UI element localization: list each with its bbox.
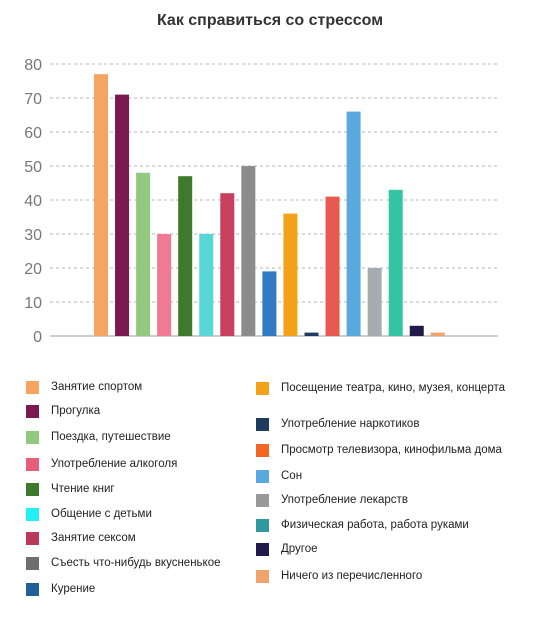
- bar: [94, 74, 108, 336]
- legend-label: Общение с детьми: [51, 508, 152, 520]
- legend-swatch: [256, 444, 269, 457]
- bar: [220, 193, 235, 336]
- legend-item: Поездка, путешествие: [26, 430, 258, 444]
- legend-label: Прогулка: [51, 405, 101, 417]
- legend-label: Употребление алкоголя: [51, 458, 178, 470]
- legend-label: Физическая работа, работа руками: [281, 519, 469, 531]
- legend-label: Посещение театра, кино, музея, концерта: [281, 382, 505, 394]
- legend-swatch: [26, 431, 39, 444]
- y-tick-label: 70: [24, 91, 42, 108]
- y-tick-label: 40: [24, 193, 42, 210]
- legend-item: Употребление алкоголя: [26, 457, 258, 471]
- legend-swatch: [256, 519, 269, 532]
- legend-label: Употребление лекарств: [281, 494, 408, 506]
- bar: [241, 166, 256, 336]
- legend-swatch: [256, 418, 269, 431]
- legend-swatch: [256, 570, 269, 583]
- legend-swatch: [26, 557, 39, 570]
- bar: [409, 325, 424, 336]
- bar: [346, 111, 361, 336]
- legend-label: Чтение книг: [51, 483, 115, 495]
- bar: [304, 332, 319, 336]
- y-tick-label: 80: [24, 57, 42, 74]
- legend-item: Посещение театра, кино, музея, концерта: [256, 381, 526, 395]
- bar: [367, 268, 382, 336]
- legend-item: Употребление лекарств: [256, 493, 526, 507]
- legend-item: Сон: [256, 469, 526, 483]
- legend-swatch: [26, 583, 39, 596]
- bar: [283, 213, 298, 336]
- bar: [136, 172, 151, 336]
- y-tick-label: 20: [24, 261, 42, 278]
- legend-swatch: [256, 382, 269, 395]
- legend-swatch: [256, 543, 269, 556]
- y-tick-label: 0: [33, 329, 42, 346]
- legend-swatch: [26, 483, 39, 496]
- legend-label: Другое: [281, 543, 318, 555]
- y-tick-label: 50: [24, 159, 42, 176]
- bar: [388, 189, 403, 336]
- legend-label: Съесть что-нибудь вкусненькое: [51, 557, 221, 569]
- bar: [262, 271, 277, 336]
- legend-label: Ничего из перечисленного: [281, 570, 423, 582]
- legend-item: Употребление наркотиков: [256, 417, 526, 431]
- bar: [115, 94, 130, 336]
- legend-label: Поездка, путешествие: [51, 431, 171, 443]
- bar-chart: 0 10 20 30 40 50 60 70 80: [24, 57, 498, 346]
- legend-item: Ничего из перечисленного: [256, 569, 526, 583]
- legend-item: Занятие спортом: [26, 380, 258, 394]
- y-tick-label: 60: [24, 125, 42, 142]
- bar: [325, 196, 340, 336]
- legend-swatch: [26, 532, 39, 545]
- legend-swatch: [26, 405, 39, 418]
- legend-label: Занятие сексом: [51, 532, 136, 544]
- legend-label: Просмотр телевизора, кинофильма дома: [281, 444, 502, 456]
- legend-swatch: [256, 494, 269, 507]
- legend-item: Общение с детьми: [26, 507, 258, 521]
- legend-swatch: [26, 381, 39, 394]
- bar: [199, 234, 214, 336]
- bar: [157, 234, 172, 336]
- bar: [178, 176, 193, 336]
- legend-item: Просмотр телевизора, кинофильма дома: [256, 443, 526, 457]
- legend-label: Курение: [51, 583, 96, 595]
- legend-item: Чтение книг: [26, 482, 258, 496]
- y-tick-label: 30: [24, 227, 42, 244]
- legend-swatch: [26, 458, 39, 471]
- legend-item: Занятие сексом: [26, 531, 258, 545]
- legend-item: Другое: [256, 542, 526, 556]
- legend-swatch: [26, 508, 39, 521]
- legend-item: Курение: [26, 582, 258, 596]
- legend-item: Прогулка: [26, 404, 258, 418]
- legend-item: Физическая работа, работа руками: [256, 518, 526, 532]
- y-tick-label: 10: [24, 295, 42, 312]
- legend-swatch: [256, 470, 269, 483]
- legend-label: Занятие спортом: [51, 381, 143, 393]
- chart-title: Как справиться со стрессом: [156, 12, 384, 29]
- legend-label: Сон: [281, 470, 303, 482]
- legend-item: Съесть что-нибудь вкусненькое: [26, 556, 258, 570]
- bar: [430, 332, 445, 336]
- legend-label: Употребление наркотиков: [281, 418, 420, 430]
